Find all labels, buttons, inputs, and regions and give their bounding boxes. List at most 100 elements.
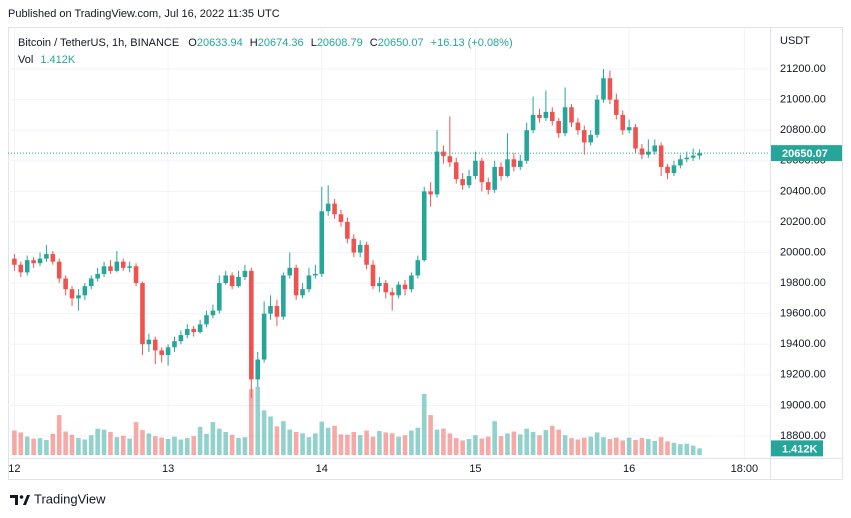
volume-bar <box>434 429 440 455</box>
volume-bar <box>524 428 529 455</box>
candle-body <box>409 275 414 290</box>
chart-frame <box>8 27 843 480</box>
candle-body <box>50 254 56 262</box>
volume-bar <box>133 422 139 455</box>
candle-body <box>428 191 433 195</box>
candle-body <box>402 284 408 290</box>
volume-bar <box>594 432 600 455</box>
ohlc-value: 20608.79 <box>317 37 363 49</box>
candle-body <box>165 347 171 355</box>
candle-body <box>274 306 280 317</box>
x-tick-label: 13 <box>162 463 174 475</box>
candle-body <box>485 182 491 190</box>
volume-bar <box>306 437 312 455</box>
volume-bar <box>626 437 632 455</box>
candle-body <box>338 214 344 222</box>
volume-bar <box>383 432 389 455</box>
candle-body <box>492 166 497 190</box>
candle-body <box>460 179 465 186</box>
volume-bar <box>274 426 280 455</box>
volume-bar <box>287 429 293 455</box>
candle-body <box>114 261 120 271</box>
candle-body <box>120 261 126 268</box>
volume-bar <box>178 439 184 455</box>
candle-body <box>261 313 267 360</box>
volume-bar <box>485 436 491 455</box>
volume-bar <box>549 425 555 455</box>
volume-bar <box>562 435 568 455</box>
candle-body <box>76 295 81 299</box>
candle-body <box>697 153 702 156</box>
candle-body <box>562 107 568 134</box>
brand-name: TradingView <box>34 491 106 506</box>
candle-body <box>345 221 350 239</box>
volume-bar <box>607 439 613 455</box>
candle-body <box>639 148 645 155</box>
volume-bar <box>543 430 549 455</box>
volume-bar <box>261 410 267 455</box>
volume-bar <box>441 428 446 455</box>
volume-bar <box>690 445 696 455</box>
volume-bar <box>268 416 273 455</box>
volume-bar <box>530 431 536 455</box>
candle-body <box>652 145 658 152</box>
candle-body <box>197 324 203 333</box>
candle-body <box>524 130 529 161</box>
candle-body <box>287 267 293 276</box>
candle-body <box>37 258 43 264</box>
volume-bar <box>652 440 658 455</box>
candle-body <box>313 273 318 276</box>
volume-bar <box>50 433 56 455</box>
candle-body <box>530 114 536 131</box>
volume-bar <box>255 386 261 455</box>
candle-body <box>82 286 88 296</box>
candle-body <box>268 306 273 314</box>
candle-body <box>537 114 542 118</box>
candle-body <box>626 127 632 131</box>
volume-bar <box>236 438 241 455</box>
volume-bar <box>370 436 376 455</box>
candle-body <box>242 270 248 277</box>
published-note: Published on TradingView.com, Jul 16, 20… <box>8 8 280 20</box>
change-label: +16.13 (+0.08%) <box>431 37 513 49</box>
marks <box>8 69 770 455</box>
volume-bar <box>684 443 690 455</box>
candle-body <box>24 260 30 273</box>
volume-last: 1.412K <box>40 54 76 66</box>
y-tick-label: 19800.00 <box>780 277 826 289</box>
volume-bar <box>88 435 94 455</box>
ohlc-letter: C <box>370 37 378 49</box>
volume-bar <box>453 438 459 455</box>
legend-header: Bitcoin / TetherUS, 1h, BINANCE O20633.9… <box>18 37 513 49</box>
volume-bar <box>210 422 216 455</box>
volume-bar <box>101 429 107 455</box>
candle-body <box>184 328 190 336</box>
candle-body <box>684 157 690 160</box>
ohlc-value: 20633.94 <box>197 37 243 49</box>
candle-body <box>498 166 504 177</box>
volume-bar <box>511 431 517 455</box>
ohlc-letter: O <box>188 37 197 49</box>
x-tick-label: 18:00 <box>731 463 759 475</box>
volume-bar <box>165 439 171 455</box>
candle-body <box>415 260 421 276</box>
candle-body <box>31 260 36 264</box>
volume-bar <box>351 431 357 455</box>
volume-header: Vol 1.412K <box>18 54 76 66</box>
candle-body <box>377 283 382 287</box>
volume-bar <box>658 437 664 455</box>
volume-bar <box>588 436 594 455</box>
volume-bar <box>24 436 30 455</box>
candle-body <box>620 114 626 131</box>
x-tick-label: 14 <box>316 463 328 475</box>
volume-bar <box>159 437 164 455</box>
candle-body <box>582 130 587 143</box>
volume-bar <box>12 430 17 455</box>
candle-body <box>601 78 606 100</box>
volume-bar <box>614 437 619 455</box>
volume-bar <box>56 415 62 455</box>
volume-bar <box>633 439 638 455</box>
candle-body <box>319 211 325 274</box>
